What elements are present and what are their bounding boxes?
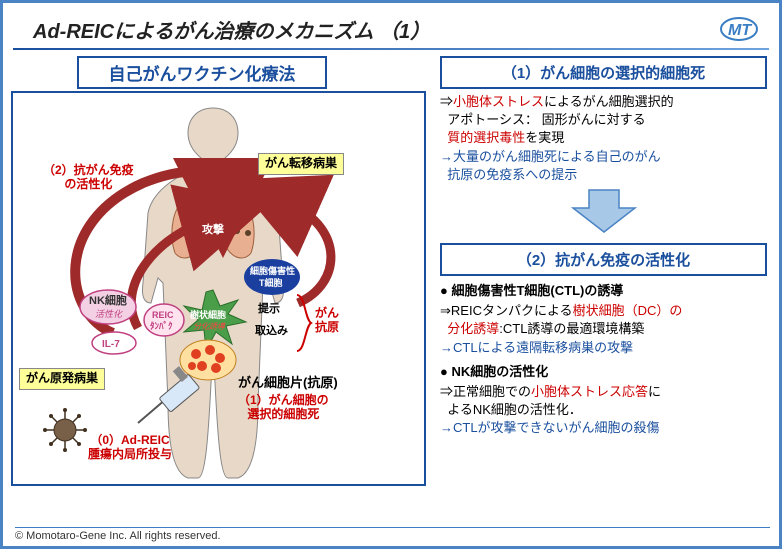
panel-2-desc-2: ⇒正常細胞での小胞体ストレス応答に よるNK細胞の活性化． →CTLが攻撃できな…: [440, 383, 767, 438]
content: 自己がんワクチン化療法: [3, 56, 779, 486]
panel-1-head: （1）がん細胞の選択的細胞死: [450, 62, 757, 83]
header: Ad-REICによるがん治療のメカニズム （1） MT: [3, 3, 779, 48]
panel-2-head: （2）抗がん免疫の活性化: [450, 249, 757, 270]
t-cell-icon: 細胞傷害性 T細胞: [243, 258, 301, 296]
svg-text:樹状細胞: 樹状細胞: [190, 309, 226, 320]
cancer-antigen-label: がん 抗原: [315, 306, 339, 335]
svg-text:分化誘導: 分化誘導: [193, 322, 226, 331]
svg-text:T細胞: T細胞: [259, 277, 283, 288]
antigen-brace-icon: [293, 293, 313, 353]
ad-reic-label: （0）Ad-REIC 腫瘍内局所投与: [88, 433, 172, 462]
svg-text:ﾀﾝﾊﾟｸ: ﾀﾝﾊﾟｸ: [150, 320, 173, 331]
adenovirus-icon: [43, 408, 87, 452]
block-arrow-icon: [440, 188, 767, 239]
svg-text:細胞傷害性: 細胞傷害性: [250, 265, 295, 276]
panel-2-bullet-2: NK細胞の活性化: [440, 363, 767, 381]
metastasis-label: がん転移病巣: [258, 153, 344, 175]
footer: © Momotaro-Gene Inc. All rights reserved…: [15, 527, 770, 542]
immune-activation-label: （2）抗がん免疫 の活性化: [43, 163, 134, 192]
panel-2-bullet-1: 細胞傷害性T細胞(CTL)の誘導: [440, 282, 767, 300]
page-title: Ad-REICによるがん治療のメカニズム （1）: [33, 15, 430, 44]
left-column: 自己がんワクチン化療法: [7, 56, 432, 486]
mechanism-diagram: がん転移病巣 （2）抗がん免疫 の活性化 攻撃 NK細胞 活性化 IL-7: [11, 91, 426, 486]
presentation-label: 提示: [258, 303, 280, 316]
nk-cell-icon: NK細胞 活性化: [78, 288, 138, 326]
il7-icon: IL-7: [91, 331, 137, 355]
svg-text:MT: MT: [728, 22, 752, 39]
mt-logo: MT: [719, 15, 759, 43]
panel-1-desc: ⇒小胞体ストレスによるがん細胞選択的 アポトーシス： 固形がんに対する 質的選択…: [440, 93, 767, 184]
attack-label: 攻撃: [198, 223, 228, 238]
cancer-fragment-label: がん細胞片(抗原): [238, 375, 338, 391]
panel-2: （2）抗がん免疫の活性化: [440, 243, 767, 276]
svg-text:NK細胞: NK細胞: [89, 293, 127, 307]
right-column: （1）がん細胞の選択的細胞死 ⇒小胞体ストレスによるがん細胞選択的 アポトーシス…: [432, 56, 767, 486]
uptake-label: 取込み: [255, 325, 288, 338]
svg-text:活性化: 活性化: [95, 309, 123, 319]
syringe-icon: [128, 363, 218, 433]
slide: Ad-REICによるがん治療のメカニズム （1） MT 自己がんワクチン化療法: [0, 0, 782, 549]
svg-text:REIC: REIC: [152, 310, 174, 320]
primary-tumor-label: がん原発病巣: [19, 368, 105, 390]
subtitle: 自己がんワクチン化療法: [77, 56, 327, 89]
panel-2-desc-1: ⇒REICタンパクによる樹状細胞（DC）の 分化誘導:CTL誘導の最適環境構築 …: [440, 302, 767, 357]
divider: [13, 48, 769, 50]
panel-1: （1）がん細胞の選択的細胞死: [440, 56, 767, 89]
selective-death-label: （1）がん細胞の 選択的細胞死: [238, 393, 329, 422]
svg-text:IL-7: IL-7: [102, 339, 120, 350]
